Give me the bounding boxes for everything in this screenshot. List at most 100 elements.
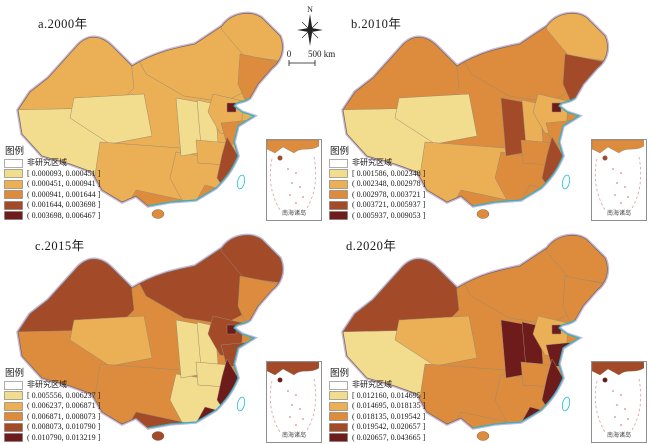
dash-line-left — [269, 158, 281, 211]
dash-line-left — [594, 380, 606, 433]
region-jilin-liaoning — [237, 275, 283, 339]
hainan-island — [476, 431, 490, 441]
legend-row: ( 0.005937, 0.009053 ] — [329, 211, 425, 220]
region-beijing — [226, 324, 237, 335]
legend-title: 图例 — [5, 146, 25, 157]
inset-hainan — [277, 155, 283, 161]
dash-line-right — [629, 156, 642, 212]
legend-row: [ 0.000093, 0.000451 ] — [4, 169, 100, 178]
legend-row: 非研究区域 — [4, 159, 100, 168]
legend-swatch — [329, 391, 348, 400]
legend-row: ( 0.019542, 0.020657 ] — [329, 423, 425, 432]
legend-row: 非研究区域 — [4, 381, 100, 390]
legend-swatch — [4, 211, 23, 220]
region-beijing — [551, 324, 562, 335]
taiwan-island — [236, 396, 246, 412]
coastline-highlight — [472, 97, 581, 207]
taiwan-island — [561, 174, 571, 190]
legend-swatch — [329, 422, 348, 432]
legend: 图例 非研究区域 [ 0.000093, 0.000451 ] ( 0.0004… — [4, 146, 101, 221]
map-title: c.2015年 — [35, 239, 85, 253]
map-title: d.2020年 — [346, 239, 397, 253]
coastline-highlight — [147, 97, 256, 207]
legend-swatch-nonstudy — [4, 380, 23, 390]
legend-row: ( 0.002978, 0.003721 ] — [329, 190, 425, 199]
legend-range: ( 0.006237, 0.006871 ] — [27, 401, 101, 410]
legend-label: 非研究区域 — [352, 380, 392, 389]
legend-label: 非研究区域 — [27, 158, 67, 167]
inset-islands — [612, 390, 629, 426]
legend-swatch — [4, 412, 23, 421]
legend-row: [ 0.005556, 0.006237 ] — [4, 391, 100, 400]
legend-range: ( 0.008073, 0.010790 ] — [27, 422, 101, 431]
legend-range: [ 0.000093, 0.000451 ] — [27, 168, 101, 178]
legend-swatch-nonstudy — [329, 158, 348, 168]
legend-title: 图例 — [330, 368, 350, 379]
inset-coast — [266, 361, 320, 376]
legend-row: [ 0.012160, 0.014695 ] — [329, 391, 425, 400]
region-beijing — [551, 102, 562, 113]
legend-swatch — [4, 401, 23, 411]
south-china-sea-inset: 南海诸岛 — [266, 361, 322, 443]
map-title: b.2010年 — [351, 17, 402, 31]
inset-coast — [266, 139, 320, 154]
legend-row: ( 0.002348, 0.002978 ] — [329, 180, 425, 189]
inset-map: 南海诸岛 — [591, 139, 645, 217]
legend-swatch — [329, 433, 348, 442]
inset-coast — [591, 139, 645, 154]
legend-title: 图例 — [5, 368, 25, 379]
legend-range: ( 0.014695, 0.018135 ] — [352, 401, 426, 410]
legend-row: ( 0.006237, 0.006871 ] — [4, 402, 100, 411]
inset-islands — [287, 168, 304, 204]
region-jilin-liaoning — [562, 53, 608, 117]
north-arrow: N — [297, 5, 323, 46]
legend-range: [ 0.001586, 0.002348 ] — [352, 168, 426, 178]
legend-range: ( 0.010790, 0.013219 ] — [27, 432, 101, 442]
legend-row: ( 0.003721, 0.005937 ] — [329, 201, 425, 210]
legend-row: ( 0.000451, 0.000941 ] — [4, 180, 100, 189]
region-jilin-liaoning — [562, 275, 608, 339]
region-qinghai — [69, 315, 153, 367]
inset-map: 南海诸岛 — [591, 361, 645, 439]
legend-swatch — [4, 200, 23, 210]
inset-hainan — [602, 155, 608, 161]
legend-row: ( 0.008073, 0.010790 ] — [4, 423, 100, 432]
legend-range: ( 0.000451, 0.000941 ] — [27, 179, 101, 188]
legend-range: ( 0.003698, 0.006467 ] — [27, 210, 101, 220]
legend-range: ( 0.005937, 0.009053 ] — [352, 210, 426, 220]
legend-row: 非研究区域 — [329, 381, 425, 390]
region-qinghai — [394, 315, 478, 367]
map-panel-b: b.2010年 — [325, 0, 650, 222]
hainan-island — [151, 431, 165, 441]
legend-range: ( 0.006871, 0.008073 ] — [27, 411, 101, 421]
dash-line-right — [629, 378, 642, 434]
legend-range: ( 0.003721, 0.005937 ] — [352, 200, 426, 209]
scale-distance-label: 500 km — [308, 49, 335, 59]
legend-row: ( 0.020657, 0.043665 ] — [329, 433, 425, 442]
map-panel-d: d.2020年 — [325, 222, 650, 444]
taiwan-island — [561, 396, 571, 412]
south-china-sea-inset: 南海诸岛 — [591, 361, 647, 443]
scale-bar: 0 500 km — [287, 49, 335, 66]
region-qinghai — [394, 93, 478, 145]
inset-caption: 南海诸岛 — [282, 431, 306, 439]
legend-row: ( 0.000941, 0.001644 ] — [4, 190, 100, 199]
inset-caption: 南海诸岛 — [607, 209, 631, 217]
legend-title: 图例 — [330, 146, 350, 157]
map-panel-c: c.2015年 — [0, 222, 325, 444]
legend-range: [ 0.005556, 0.006237 ] — [27, 390, 101, 400]
legend-swatch — [329, 179, 348, 189]
legend-swatch — [4, 422, 23, 432]
south-china-sea-inset: 南海诸岛 — [591, 139, 647, 221]
hainan-island — [151, 209, 165, 219]
legend-range: [ 0.012160, 0.014695 ] — [352, 390, 426, 400]
region-beijing — [226, 102, 237, 113]
dash-line-right — [304, 156, 317, 212]
legend-range: ( 0.001644, 0.003698 ] — [27, 200, 101, 209]
legend-row: ( 0.006871, 0.008073 ] — [4, 412, 100, 421]
coastline-highlight — [472, 319, 581, 429]
china-choropleth-map — [16, 233, 285, 441]
south-china-sea-inset: 南海诸岛 — [266, 139, 322, 221]
legend: 图例 非研究区域 [ 0.005556, 0.006237 ] ( 0.0062… — [4, 368, 101, 443]
